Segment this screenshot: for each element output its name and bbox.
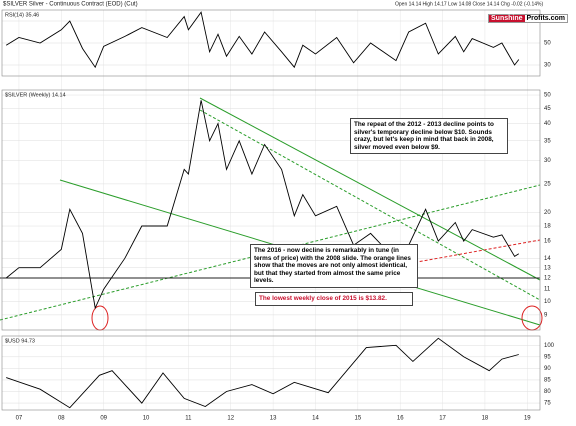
highlight-circle — [91, 305, 109, 331]
x-tick-label: 16 — [397, 416, 404, 422]
annotation: The repeat of the 2012 - 2013 decline po… — [350, 118, 508, 155]
annotation: The lowest weekly close of 2015 is $13.8… — [255, 292, 413, 306]
data-line — [5, 11, 520, 69]
x-tick-label: 13 — [270, 416, 277, 422]
y-tick-label: 16 — [544, 239, 551, 245]
y-tick-label: 95 — [544, 354, 551, 360]
x-tick-label: 18 — [482, 416, 489, 422]
header-quote: Open 14.14 High 14.17 Low 14.08 Close 14… — [395, 1, 543, 7]
y-tick-label: 10 — [544, 299, 551, 305]
y-tick-label: 80 — [544, 389, 551, 395]
trend-line — [0, 184, 541, 321]
annotation: The 2016 - now decline is remarkably in … — [250, 244, 418, 288]
y-tick-label: 40 — [544, 121, 551, 127]
highlight-circle — [521, 305, 543, 331]
y-tick-label: 20 — [544, 210, 551, 216]
y-tick-label: 50 — [544, 41, 551, 47]
y-tick-label: 75 — [544, 401, 551, 407]
y-tick-label: 50 — [544, 93, 551, 99]
x-tick-label: 15 — [354, 416, 361, 422]
x-tick-label: 07 — [16, 416, 23, 422]
data-line — [6, 337, 519, 409]
y-tick-label: 14 — [544, 256, 551, 262]
x-tick-label: 14 — [312, 416, 319, 422]
panel-title: $SILVER (Weekly) 14.14 — [5, 92, 66, 98]
y-tick-label: 13 — [544, 265, 551, 271]
y-tick-label: 12 — [544, 276, 551, 282]
trend-line — [199, 97, 541, 281]
y-tick-label: 30 — [544, 158, 551, 164]
x-tick-label: 09 — [100, 416, 107, 422]
x-tick-label: 12 — [227, 416, 234, 422]
x-tick-label: 08 — [58, 416, 65, 422]
y-tick-label: 85 — [544, 378, 551, 384]
logo: Sunshine Profits.com — [488, 14, 569, 23]
y-tick-label: 100 — [544, 343, 555, 349]
y-tick-label: 30 — [544, 63, 551, 69]
y-tick-label: 45 — [544, 106, 551, 112]
logo-first: Sunshine — [489, 15, 525, 22]
panel-frame — [1, 335, 541, 411]
y-tick-label: 18 — [544, 224, 551, 230]
panel-frame — [1, 89, 541, 331]
panel-title: $USD 94.73 — [5, 338, 35, 344]
logo-second: Profits.com — [526, 15, 566, 22]
x-tick-label: 17 — [439, 416, 446, 422]
panel-title: RSI(14) 35.46 — [5, 12, 39, 18]
y-tick-label: 9 — [544, 312, 548, 318]
header-title: $SILVER Silver - Continuous Contract (EO… — [3, 2, 138, 8]
y-tick-label: 25 — [544, 181, 551, 187]
y-tick-label: 35 — [544, 138, 551, 144]
panel-frame — [1, 9, 541, 77]
y-tick-label: 90 — [544, 366, 551, 372]
x-tick-label: 11 — [185, 416, 192, 422]
x-tick-label: 10 — [143, 416, 150, 422]
x-tick-label: 19 — [524, 416, 531, 422]
trend-line — [399, 239, 541, 266]
data-line — [5, 100, 520, 310]
y-tick-label: 11 — [544, 287, 551, 293]
